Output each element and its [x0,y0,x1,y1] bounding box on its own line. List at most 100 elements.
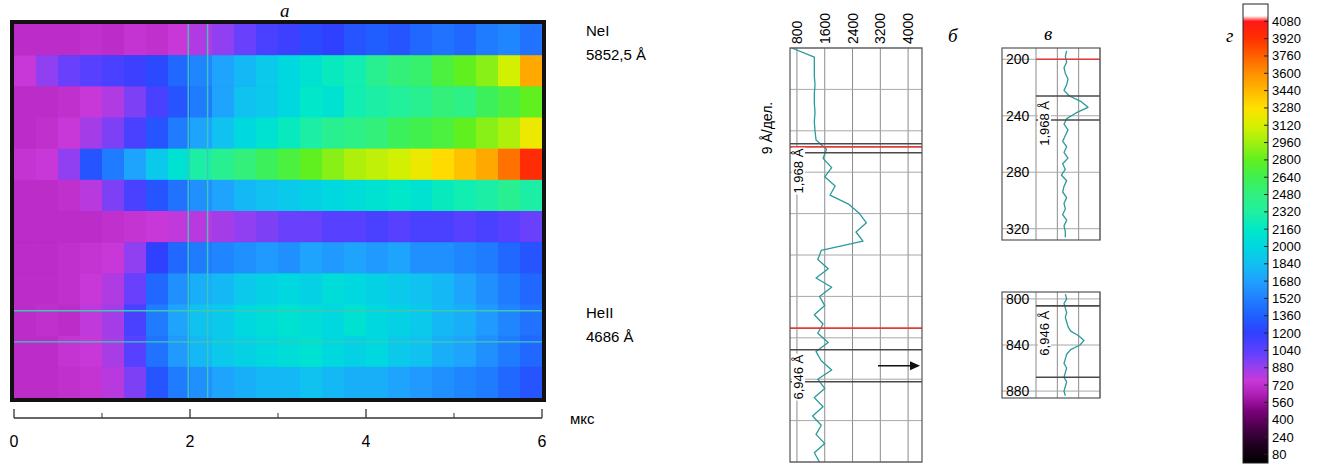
tick-label: 4000 [900,13,916,44]
image-cell [80,211,103,243]
image-cell [278,211,301,243]
tick-label: 1520 [1272,291,1301,306]
image-cell [410,180,433,212]
image-cell [190,367,213,398]
tick-label: 3760 [1272,48,1301,63]
grid-line [790,420,922,421]
image-cell [300,149,323,181]
image-cell [366,180,389,212]
image-cell [14,273,37,305]
image-cell [388,86,411,118]
plot-marks [1036,51,1100,237]
image-cell [344,273,367,305]
image-cell [146,55,169,87]
tick-label: 80 [1272,447,1286,462]
tick-label: 0 [10,433,19,450]
tick [1264,333,1268,334]
image-cell [498,149,521,181]
image-cell [168,118,191,150]
image-cell [476,180,499,212]
image-cell [212,273,235,305]
image-cell [80,367,103,398]
image-cell [234,242,257,274]
image-cell [520,336,542,368]
image-cell [498,367,521,398]
image-cell [80,86,103,118]
image-cell [498,242,521,274]
image-cell [124,367,147,398]
tick-label: 2800 [1272,152,1301,167]
image-cell [322,24,345,56]
image-cell [102,24,125,56]
image-cell [102,242,125,274]
arrow [878,365,912,367]
image-cell [190,336,213,368]
image-cell [146,180,169,212]
image-cells [14,24,542,398]
image-cell [366,305,389,337]
image-cell [520,305,542,337]
cursor-line [14,341,542,342]
profile-line [1064,294,1084,395]
image-cell [454,24,477,56]
tick [1264,55,1268,56]
tick [1264,402,1268,403]
image-cell [278,149,301,181]
image-cell [498,55,521,87]
image-cell [410,149,433,181]
image-cell [190,86,213,118]
grid-line [1057,48,1058,240]
image-cell [498,180,521,212]
image-cell [234,55,257,87]
image-cell [168,211,191,243]
tick-label: 2640 [1272,170,1301,185]
image-cell [278,367,301,398]
tick-label: 2400 [845,13,861,44]
image-cell [300,55,323,87]
image-cell [476,24,499,56]
image-cell [454,367,477,398]
arrow-head [910,361,920,370]
image-cell [102,55,125,87]
image-cell [256,24,279,56]
image-cell [168,336,191,368]
image-cell [278,180,301,212]
tick [1264,142,1268,143]
image-cell [520,211,542,243]
grid-line [790,130,922,131]
image-cell [80,55,103,87]
image-cell [212,180,235,212]
image-cell [454,149,477,181]
image-cell [146,211,169,243]
cursor-line [790,143,922,145]
image-cell [36,336,59,368]
image-cell [322,55,345,87]
image-cell [476,273,499,305]
image-cell [102,149,125,181]
image-cell [124,149,147,181]
image-cell [58,273,81,305]
image-cell [322,336,345,368]
tick-label: 3120 [1272,118,1301,133]
image-cell [388,242,411,274]
image-cell [300,305,323,337]
tick [1264,419,1268,420]
image-cell [36,367,59,398]
image-cell [344,24,367,56]
image-cell [58,86,81,118]
image-cell [410,367,433,398]
image-cell [80,242,103,274]
image-cell [476,55,499,87]
tick [1264,281,1268,282]
image-cell [300,336,323,368]
image-cell [366,86,389,118]
tick-label: 2960 [1272,135,1301,150]
image-cell [190,180,213,212]
cursor-line [14,310,542,311]
plot-frame [1002,48,1100,240]
image-cell [36,211,59,243]
image-cell [344,211,367,243]
image-cell [476,211,499,243]
image-cell [278,242,301,274]
image-cell [212,149,235,181]
